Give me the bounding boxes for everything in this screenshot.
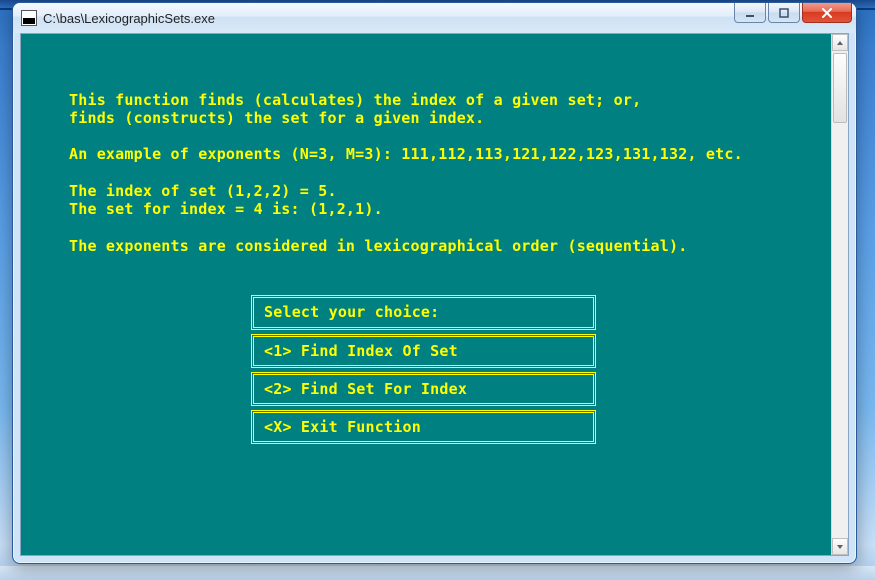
app-window: C:\bas\LexicographicSets.exe This functi… [12,2,857,564]
scroll-thumb[interactable] [833,53,847,123]
vertical-scrollbar[interactable] [831,34,848,555]
menu-item-label: <X> Exit Function [264,418,421,436]
client-area: This function finds (calculates) the ind… [20,33,849,556]
menu-item-label: <2> Find Set For Index [264,380,467,398]
menu-box: Select your choice: <1> Find Index Of Se… [251,295,596,444]
window-title: C:\bas\LexicographicSets.exe [43,11,215,26]
console-line: The set for index = 4 is: (1,2,1). [69,200,836,218]
menu-header-row: Select your choice: [251,295,596,329]
titlebar[interactable]: C:\bas\LexicographicSets.exe [13,3,856,33]
close-icon [821,8,833,18]
chevron-down-icon [836,543,844,551]
close-button[interactable] [802,3,852,23]
console-text: This function finds (calculates) the ind… [69,54,836,255]
console-line: An example of exponents (N=3, M=3): 111,… [69,145,836,163]
console-line: finds (constructs) the set for a given i… [69,109,836,127]
console-area[interactable]: This function finds (calculates) the ind… [21,34,848,555]
console-line: The index of set (1,2,2) = 5. [69,182,836,200]
menu-item-x[interactable]: <X> Exit Function [251,410,596,444]
console-line: This function finds (calculates) the ind… [69,91,836,109]
menu-item-label: <1> Find Index Of Set [264,342,458,360]
minimize-button[interactable] [734,3,766,23]
app-icon [21,10,37,26]
menu-item-1[interactable]: <1> Find Index Of Set [251,334,596,368]
maximize-button[interactable] [768,3,800,23]
chevron-up-icon [836,39,844,47]
window-controls [734,3,852,33]
maximize-icon [779,8,789,18]
menu-header-label: Select your choice: [264,303,439,321]
console-line: The exponents are considered in lexicogr… [69,237,836,255]
desktop-bottom-edge [0,566,875,580]
scroll-down-button[interactable] [832,538,848,555]
scroll-up-button[interactable] [832,34,848,51]
minimize-icon [745,8,755,18]
menu-item-2[interactable]: <2> Find Set For Index [251,372,596,406]
scroll-track[interactable] [832,51,848,538]
